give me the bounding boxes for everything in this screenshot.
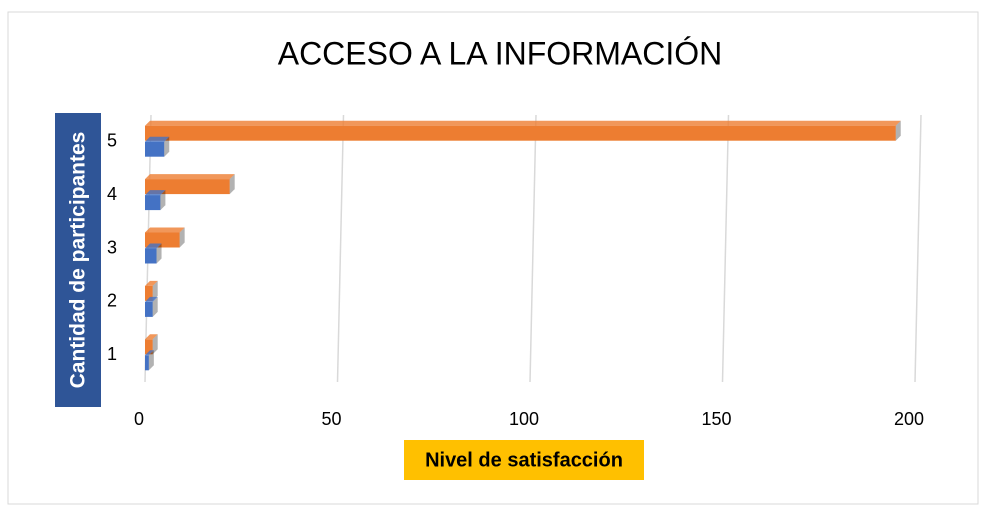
bar (145, 125, 896, 141)
bar-top (145, 280, 158, 286)
grid-line (336, 114, 345, 383)
bar-side (179, 227, 185, 248)
bar (145, 301, 153, 317)
chart-frame (7, 11, 979, 505)
bar-top (145, 296, 158, 302)
bar-top (145, 120, 901, 126)
bar-top (145, 227, 185, 233)
bar-side (148, 350, 154, 371)
bar-top (145, 190, 166, 196)
x-tick-label: 150 (701, 409, 731, 429)
grid-line (914, 114, 922, 383)
bar-side (895, 120, 901, 141)
y-label-box (55, 113, 101, 407)
bar (145, 355, 149, 371)
bar-top (145, 334, 158, 340)
bar-side (152, 280, 158, 301)
bar (145, 141, 165, 157)
bar (145, 285, 153, 301)
y-tick-label: 4 (107, 184, 117, 204)
y-tick-label: 2 (107, 291, 117, 311)
x-axis-label: Nivel de satisfacción (425, 449, 623, 471)
bar (145, 195, 161, 211)
bar (145, 248, 157, 264)
x-label-box (404, 440, 644, 480)
bar-top (145, 243, 162, 249)
x-tick-label: 50 (321, 409, 341, 429)
bar-side (156, 243, 162, 264)
x-tick-label: 100 (509, 409, 539, 429)
bar-top (145, 136, 170, 142)
bar (145, 179, 230, 195)
y-tick-label: 1 (107, 344, 117, 364)
x-tick-label: 200 (894, 409, 924, 429)
bar-side (152, 296, 158, 317)
y-tick-label: 5 (107, 130, 117, 150)
y-tick-label: 3 (107, 237, 117, 257)
bar-side (164, 136, 170, 157)
bar-top (145, 350, 154, 356)
y-axis-label: Cantidad de participantes (67, 132, 90, 389)
bar-side (229, 174, 235, 195)
bar-top (145, 174, 235, 180)
x-tick-label: 0 (134, 409, 144, 429)
grid-line (721, 114, 730, 383)
bar-side (152, 334, 158, 355)
bar (145, 339, 153, 355)
bar-side (160, 190, 166, 211)
chart-title: ACCESO A LA INFORMACIÓN (278, 35, 723, 71)
grid-line (529, 114, 537, 383)
